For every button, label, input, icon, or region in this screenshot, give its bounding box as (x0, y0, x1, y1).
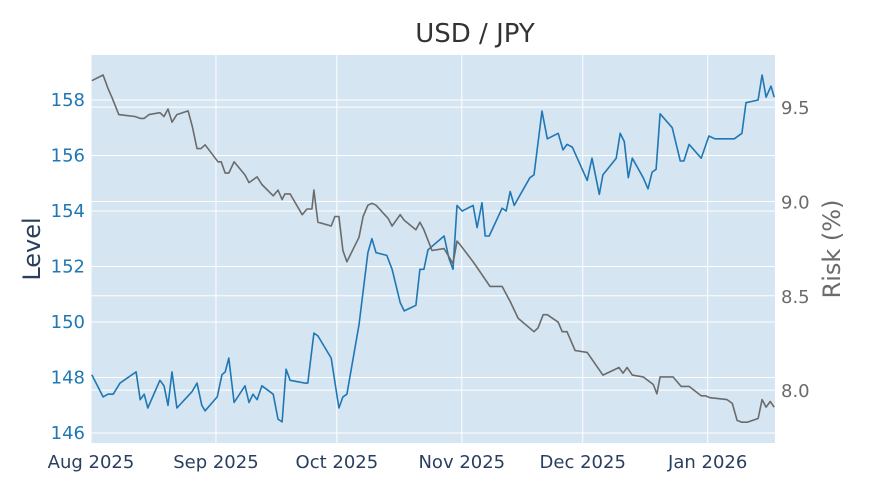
x-tick-label: Nov 2025 (418, 452, 505, 473)
x-tick-label: Aug 2025 (48, 452, 135, 473)
grid-lines (90, 55, 775, 443)
y-right-tick-label: 9.5 (781, 98, 810, 119)
x-tick-label: Dec 2025 (540, 452, 626, 473)
y-axis-right-label: Risk (%) (818, 200, 846, 299)
y-left-tick-label: 146 (51, 423, 85, 444)
plot-area (91, 55, 775, 443)
y-left-tick-label: 152 (51, 256, 85, 277)
y-left-tick-label: 150 (51, 312, 85, 333)
y-left-tick-label: 156 (51, 145, 85, 166)
y-right-tick-label: 8.0 (781, 381, 810, 402)
chart-title: USD / JPY (415, 19, 535, 49)
y-right-tick-label: 8.5 (781, 287, 810, 308)
y-axis-left-label: Level (18, 217, 46, 280)
y-right-tick-label: 9.0 (781, 192, 810, 213)
y-left-tick-label: 148 (51, 368, 85, 389)
x-tick-label: Sep 2025 (173, 452, 258, 473)
tick-labels: Aug 2025 Sep 2025 Oct 2025 Nov 2025 Dec 2025… (48, 90, 810, 473)
x-tick-label: Oct 2025 (296, 452, 379, 473)
series-lines (91, 74, 775, 424)
y-left-tick-label: 158 (51, 90, 85, 111)
series-line-risk (91, 74, 775, 424)
x-tick-label: Jan 2026 (667, 452, 747, 473)
series-line-level (91, 74, 775, 423)
y-left-tick-label: 154 (51, 201, 85, 222)
